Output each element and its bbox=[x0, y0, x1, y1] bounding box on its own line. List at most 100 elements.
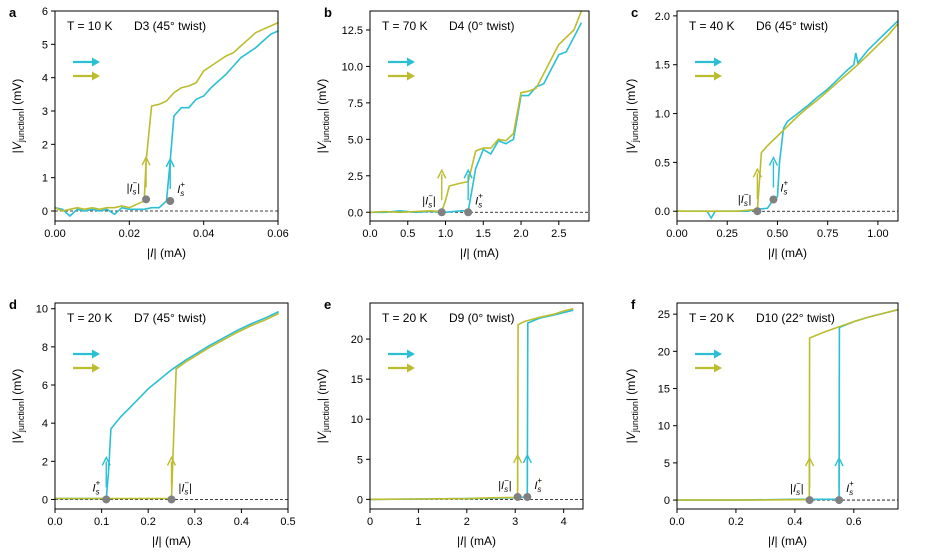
switching-label: |Is−| bbox=[790, 479, 803, 497]
jump-arrowhead-cyan bbox=[522, 453, 532, 464]
panel-letter: a bbox=[9, 5, 17, 20]
legend-arrowhead-olive bbox=[714, 363, 722, 373]
y-axis-label: |Vjunction| (mV) bbox=[10, 79, 26, 154]
series-line-olive bbox=[677, 308, 898, 501]
y-tick-label: 0 bbox=[42, 206, 48, 218]
device-label: D3 (45° twist) bbox=[134, 19, 206, 33]
legend-arrowhead-cyan bbox=[92, 57, 100, 67]
y-tick-label: 0.5 bbox=[655, 157, 670, 169]
x-tick-label: 2.0 bbox=[513, 228, 528, 240]
x-tick-label: 0.0 bbox=[362, 228, 377, 240]
x-tick-label: 3 bbox=[512, 516, 518, 528]
switching-label: |Is−| bbox=[127, 178, 140, 196]
legend-arrowhead-cyan bbox=[407, 349, 415, 359]
legend-arrowhead-olive bbox=[407, 363, 415, 373]
x-tick-label: 1.0 bbox=[438, 228, 453, 240]
legend-arrowhead-olive bbox=[92, 71, 100, 81]
switching-marker bbox=[513, 492, 522, 501]
y-tick-label: 8 bbox=[42, 342, 48, 354]
y-tick-label: 20 bbox=[351, 334, 363, 346]
y-tick-label: 2.5 bbox=[348, 171, 363, 183]
x-axis-label: |I| (mA) bbox=[768, 246, 807, 260]
y-tick-label: 7.5 bbox=[348, 98, 363, 110]
legend-arrowhead-cyan bbox=[407, 57, 415, 67]
y-tick-label: 10.0 bbox=[342, 61, 363, 73]
jump-arrowhead-cyan bbox=[463, 168, 473, 179]
y-axis-label: |Vjunction| (mV) bbox=[315, 369, 331, 444]
y-tick-label: 12.5 bbox=[342, 25, 363, 37]
switching-marker bbox=[769, 195, 778, 204]
temperature-label: T = 20 K bbox=[382, 311, 427, 325]
jump-arrowhead-olive bbox=[437, 168, 447, 179]
x-tick-label: 0.5 bbox=[280, 516, 295, 528]
y-tick-label: 2 bbox=[42, 139, 48, 151]
x-tick-label: 0.1 bbox=[94, 516, 109, 528]
series-line-cyan bbox=[677, 20, 898, 220]
x-tick-label: 1.00 bbox=[867, 228, 888, 240]
jump-arrowhead-olive bbox=[166, 455, 177, 466]
y-tick-label: 5 bbox=[664, 458, 670, 470]
y-tick-label: 15 bbox=[658, 384, 670, 396]
switching-marker bbox=[805, 496, 814, 505]
axes-frame bbox=[676, 10, 899, 222]
switching-marker bbox=[167, 495, 176, 504]
device-label: D4 (0° twist) bbox=[449, 19, 514, 33]
x-tick-label: 0.50 bbox=[767, 228, 788, 240]
x-tick-label: 0.06 bbox=[267, 228, 288, 240]
series-line-cyan bbox=[55, 30, 278, 218]
panel-letter: d bbox=[9, 297, 17, 312]
x-tick-label: 0 bbox=[367, 516, 373, 528]
jump-arrowhead-olive bbox=[141, 155, 151, 166]
switching-marker bbox=[102, 495, 111, 504]
x-tick-label: 1 bbox=[415, 516, 421, 528]
y-axis-label: |Vjunction| (mV) bbox=[624, 369, 640, 444]
y-tick-label: 5.0 bbox=[348, 134, 363, 146]
y-tick-label: 0 bbox=[664, 495, 670, 507]
y-axis-label: |Vjunction| (mV) bbox=[624, 79, 640, 154]
switching-marker bbox=[523, 492, 532, 501]
axes-frame bbox=[54, 10, 279, 222]
y-tick-label: 6 bbox=[42, 6, 48, 18]
x-tick-label: 0.3 bbox=[187, 516, 202, 528]
device-label: D6 (45° twist) bbox=[756, 19, 828, 33]
x-tick-label: 0.4 bbox=[234, 516, 249, 528]
x-tick-label: 0.25 bbox=[717, 228, 738, 240]
y-tick-label: 0 bbox=[357, 494, 363, 506]
jump-arrowhead-olive bbox=[513, 453, 523, 464]
x-tick-label: 1.5 bbox=[476, 228, 491, 240]
panel-e: |Is−| Is+ 0 1 2 3 4 0 5 10 15 20 |I| (mA) |Vjunction|… bbox=[315, 297, 584, 548]
switching-label: Is+ bbox=[846, 479, 854, 497]
y-tick-label: 3 bbox=[42, 106, 48, 118]
temperature-label: T = 20 K bbox=[689, 311, 734, 325]
x-tick-label: 0.00 bbox=[666, 228, 687, 240]
series-line-olive bbox=[677, 23, 898, 212]
y-tick-label: 2.0 bbox=[655, 11, 670, 23]
panel-c: |Is−| Is+ 0.00 0.25 0.50 0.75 1.00 0.0 0.5 1.0 1.5… bbox=[624, 5, 899, 260]
x-tick-label: 0.00 bbox=[44, 228, 65, 240]
y-tick-label: 10 bbox=[658, 421, 670, 433]
x-tick-label: 2 bbox=[464, 516, 470, 528]
y-tick-label: 20 bbox=[658, 346, 670, 358]
y-tick-label: 5 bbox=[42, 39, 48, 51]
x-tick-label: 0.0 bbox=[669, 516, 684, 528]
y-tick-label: 4 bbox=[42, 418, 48, 430]
switching-marker bbox=[835, 496, 844, 505]
y-tick-label: 1.0 bbox=[655, 109, 670, 121]
switching-marker bbox=[142, 195, 151, 204]
switching-label: |Is−| bbox=[179, 478, 192, 496]
x-tick-label: 0.6 bbox=[846, 516, 861, 528]
panel-letter: c bbox=[631, 5, 638, 20]
panel-letter: e bbox=[324, 297, 331, 312]
temperature-label: T = 70 K bbox=[382, 19, 427, 33]
temperature-label: T = 10 K bbox=[67, 19, 112, 33]
x-tick-label: 2.5 bbox=[551, 228, 566, 240]
x-tick-label: 0.75 bbox=[817, 228, 838, 240]
x-tick-label: 4 bbox=[561, 516, 567, 528]
x-tick-label: 0.4 bbox=[787, 516, 802, 528]
legend-arrowhead-cyan bbox=[714, 57, 722, 67]
jump-arrowhead-olive bbox=[752, 167, 762, 178]
y-tick-label: 5 bbox=[357, 454, 363, 466]
series-line-olive bbox=[370, 307, 574, 501]
y-tick-label: 10 bbox=[36, 304, 48, 316]
